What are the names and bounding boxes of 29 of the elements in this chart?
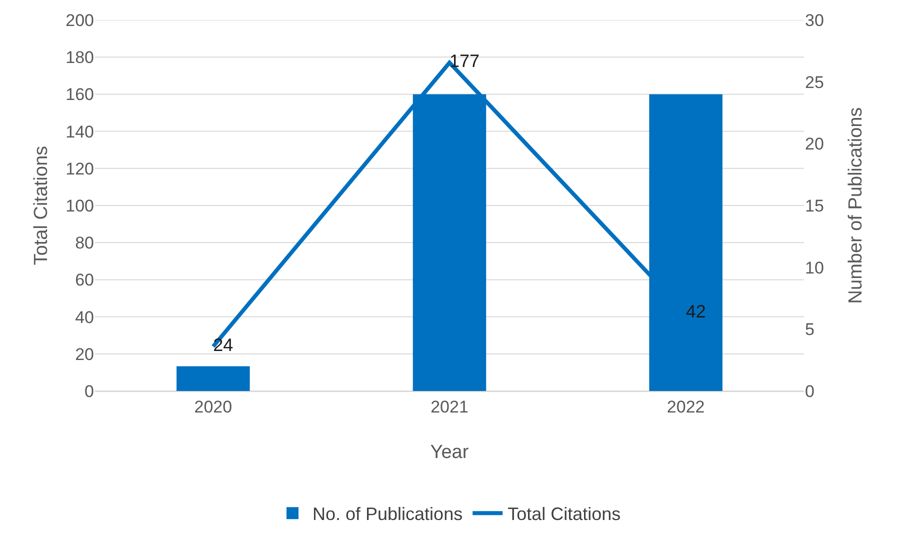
y-tick-label: 180 (66, 48, 94, 68)
x-axis-title: Year (430, 442, 470, 463)
data-label: 42 (686, 302, 706, 322)
y-tick-label: 60 (75, 270, 94, 290)
y-tick-label: 40 (75, 308, 94, 327)
y-tick-label: 140 (66, 122, 94, 142)
y2-tick-label: 10 (805, 258, 824, 278)
x-tick-label: 2020 (194, 397, 232, 416)
y-tick-label: 100 (66, 196, 94, 216)
y-tick-label: 0 (84, 382, 94, 401)
x-tick-label: 2021 (430, 397, 468, 416)
x-tick-label: 2022 (666, 397, 705, 416)
y2-tick-label: 0 (805, 382, 814, 401)
data-label: 177 (450, 51, 480, 72)
y-tick-label: 80 (75, 234, 94, 253)
y2-tick-label: 25 (805, 72, 824, 92)
data-label: 24 (213, 334, 234, 355)
legend-label: Total Citations (508, 504, 621, 524)
y2-axis-title: Number of Publications (846, 107, 866, 304)
legend-label: No. of Publications (312, 504, 463, 524)
y2-tick-label: 20 (805, 134, 824, 154)
y-tick-label: 120 (66, 159, 94, 178)
y-axis-title: Total Citations (31, 146, 52, 266)
y2-tick-label: 30 (805, 10, 824, 30)
y2-tick-label: 15 (805, 196, 824, 216)
y-tick-label: 200 (66, 10, 94, 30)
y2-tick-label: 5 (805, 320, 814, 340)
y-tick-label: 160 (66, 85, 94, 104)
y-tick-label: 20 (75, 344, 94, 364)
